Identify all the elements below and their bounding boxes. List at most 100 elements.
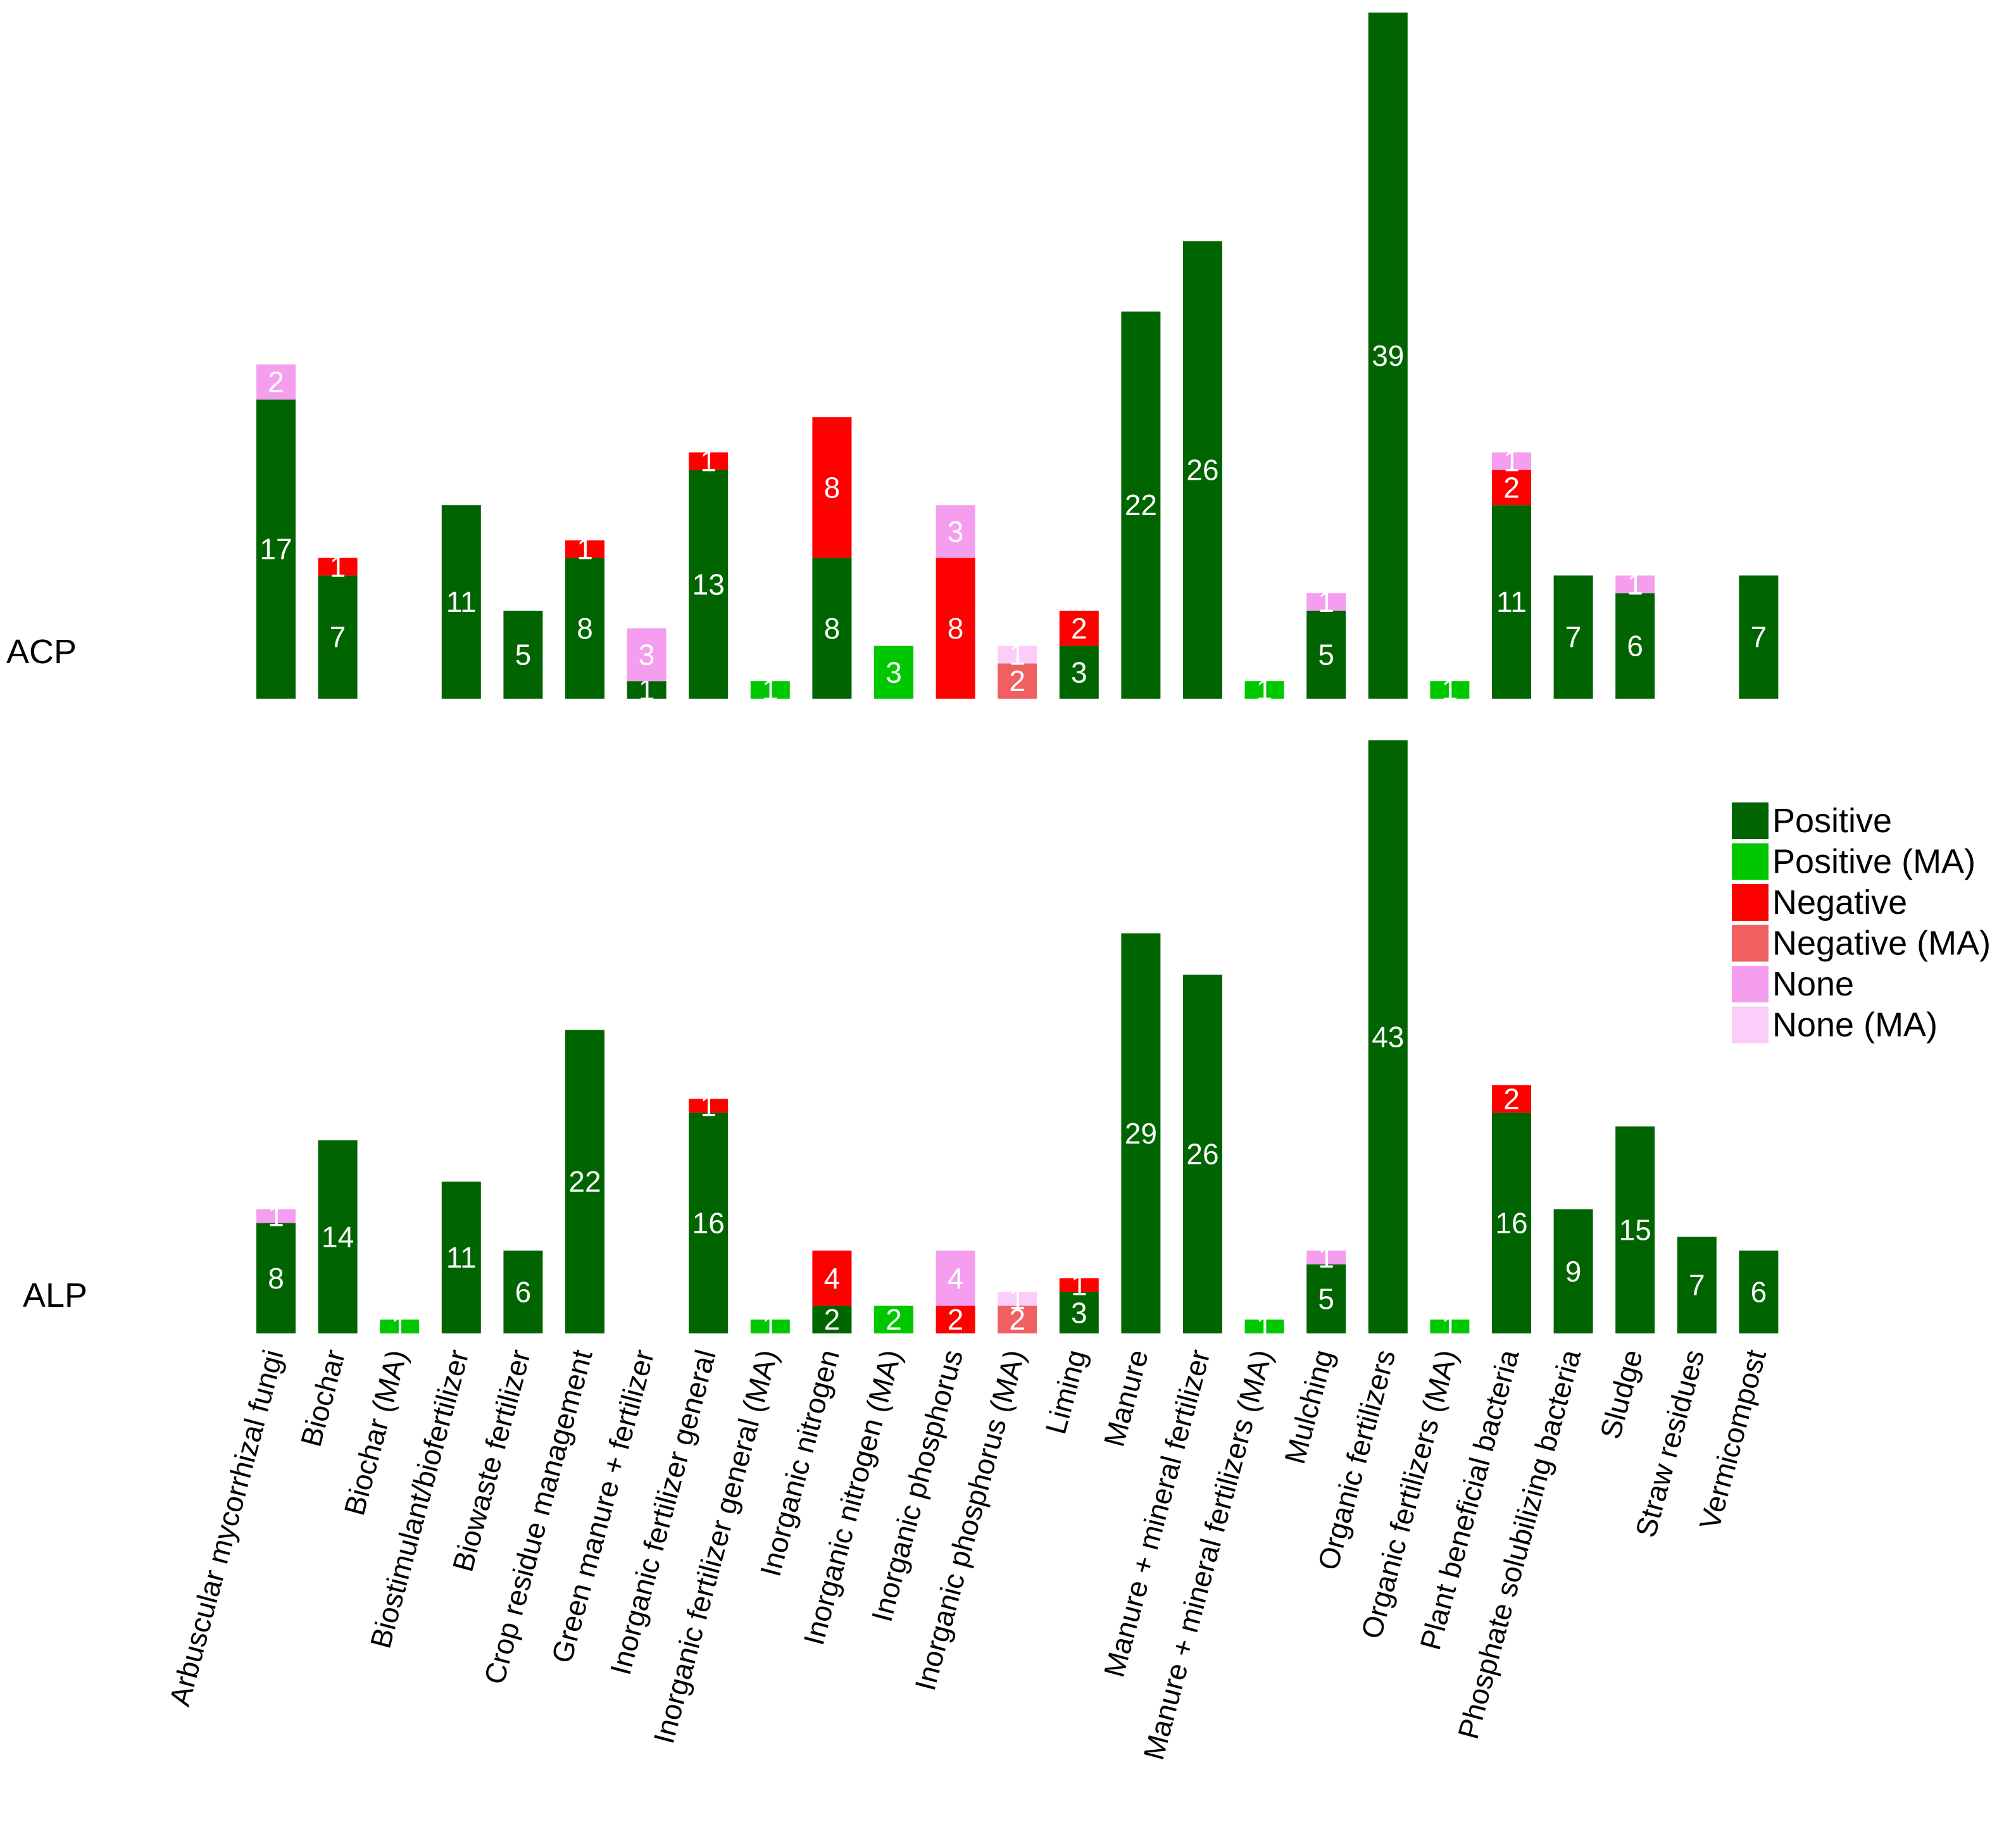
- bar-value-label: 1: [1071, 1269, 1087, 1302]
- bar-alp-plant-beneficial-bacteria-negative: [1492, 1085, 1531, 1113]
- bar-value-label: 2: [824, 1303, 841, 1336]
- bar-value-label: 1: [1256, 673, 1273, 706]
- bar-value-label: 11: [446, 585, 477, 618]
- bar-acp-inorganic-nitrogen-positive: [812, 558, 852, 699]
- bar-value-label: 1: [762, 673, 779, 706]
- bar-acp-inorganic-fertilizer-general-positive: [689, 470, 729, 699]
- bar-alp-inorganic-fertilizer-general-negative: [689, 1099, 729, 1113]
- legend-label-negative-ma: Negative (MA): [1772, 925, 1991, 963]
- legend-label-none-ma: None (MA): [1772, 1006, 1938, 1044]
- bar-value-label: 16: [692, 1207, 725, 1240]
- bar-value-label: 8: [577, 612, 593, 645]
- bar-value-label: 6: [1627, 630, 1643, 663]
- bar-value-label: 1: [1009, 1283, 1025, 1316]
- bar-value-label: 15: [1619, 1214, 1651, 1247]
- bar-acp-inorganic-nitrogen-ma-positive-ma: [874, 646, 913, 699]
- bar-value-label: 1: [700, 1089, 717, 1122]
- bar-value-label: 6: [515, 1276, 532, 1309]
- bar-value-label: 2: [886, 1303, 902, 1336]
- bar-value-label: 3: [948, 515, 964, 548]
- bar-alp-manure-positive: [1121, 933, 1161, 1333]
- bar-acp-organic-fertilizers-positive: [1368, 12, 1408, 699]
- bar-value-label: 1: [1627, 568, 1643, 601]
- bar-value-label: 8: [824, 612, 841, 645]
- bar-value-label: 17: [260, 533, 292, 566]
- bar-alp-phosphate-solubilizing-bacteria-positive: [1553, 1209, 1593, 1333]
- bar-acp-biochar-negative: [318, 558, 358, 576]
- bar-value-label: 3: [886, 656, 902, 689]
- bar-value-label: 2: [268, 366, 284, 399]
- bar-acp-liming-negative: [1059, 611, 1099, 646]
- bar-acp-inorganic-phosphorus-ma-none-ma: [998, 646, 1037, 664]
- bar-value-label: 1: [1503, 445, 1520, 478]
- bar-value-label: 1: [1318, 585, 1334, 618]
- bar-alp-biostimulant-biofertilizer-positive: [441, 1182, 481, 1333]
- bar-alp-crop-residue-management-positive: [565, 1030, 604, 1333]
- bar-value-label: 1: [1318, 1241, 1334, 1274]
- panel-acp: 1727111581131311883832132222615139111217…: [256, 12, 1779, 706]
- bar-acp-mulching-none: [1306, 593, 1346, 611]
- bar-value-label: 3: [1071, 1296, 1087, 1329]
- panel-label-acp: ACP: [6, 633, 77, 671]
- bar-acp-plant-beneficial-bacteria-positive: [1492, 505, 1531, 699]
- bar-value-label: 14: [322, 1220, 354, 1253]
- bar-value-label: 13: [692, 568, 725, 601]
- bar-alp-inorganic-phosphorus-ma-none-ma: [998, 1292, 1037, 1306]
- bar-alp-arbuscular-mycorrhizal-fungi-positive: [256, 1223, 296, 1333]
- legend-label-positive: Positive: [1772, 802, 1892, 840]
- bar-acp-manure-mineral-fertilizer-positive: [1183, 241, 1222, 699]
- bar-acp-green-manure-fertilizer-none: [627, 628, 667, 682]
- bar-acp-arbuscular-mycorrhizal-fungi-positive: [256, 399, 296, 699]
- bar-value-label: 1: [762, 1310, 779, 1343]
- bar-alp-inorganic-nitrogen-positive: [812, 1306, 852, 1333]
- legend-swatch-positive: [1732, 802, 1769, 839]
- bar-value-label: 8: [948, 612, 964, 645]
- legend-label-positive-ma: Positive (MA): [1772, 843, 1975, 881]
- bar-acp-inorganic-fertilizer-general-ma-positive-ma: [750, 681, 790, 699]
- bar-acp-biochar-positive: [318, 575, 358, 699]
- bar-value-label: 1: [330, 551, 346, 583]
- bar-value-label: 29: [1125, 1117, 1157, 1150]
- bar-alp-sludge-positive: [1615, 1126, 1655, 1333]
- bar-alp-inorganic-fertilizer-general-positive: [689, 1113, 729, 1333]
- panel-label-alp: ALP: [23, 1276, 87, 1314]
- bar-value-label: 5: [1318, 639, 1334, 671]
- bar-value-label: 2: [1503, 471, 1520, 504]
- bar-acp-plant-beneficial-bacteria-negative: [1492, 470, 1531, 506]
- bar-alp-mulching-positive: [1306, 1264, 1346, 1333]
- bar-value-label: 2: [1071, 612, 1087, 645]
- legend-swatch-positive-ma: [1732, 843, 1769, 880]
- bar-alp-liming-positive: [1059, 1292, 1099, 1333]
- bar-alp-inorganic-phosphorus-ma-negative-ma: [998, 1306, 1037, 1333]
- legend-label-none: None: [1772, 965, 1854, 1003]
- bar-acp-mulching-positive: [1306, 611, 1346, 699]
- bar-value-label: 1: [268, 1200, 284, 1233]
- bar-acp-biostimulant-biofertilizer-positive: [441, 505, 481, 699]
- bar-alp-arbuscular-mycorrhizal-fungi-none: [256, 1209, 296, 1223]
- bar-alp-mulching-none: [1306, 1251, 1346, 1264]
- bar-value-label: 1: [700, 445, 717, 478]
- bar-alp-inorganic-phosphorus-none: [936, 1251, 975, 1306]
- bar-value-label: 4: [824, 1262, 841, 1295]
- bar-value-label: 2: [1009, 664, 1025, 697]
- bar-value-label: 1: [577, 533, 593, 566]
- bar-value-label: 26: [1186, 1138, 1218, 1171]
- legend-swatch-none-ma: [1732, 1006, 1769, 1044]
- bar-value-label: 1: [1256, 1310, 1273, 1343]
- bar-alp-biowaste-fertilizer-positive: [503, 1251, 543, 1333]
- bar-acp-phosphate-solubilizing-bacteria-positive: [1553, 575, 1593, 699]
- bar-alp-organic-fertilizers-positive: [1368, 740, 1408, 1333]
- bar-value-label: 1: [1009, 639, 1025, 671]
- bar-value-label: 11: [446, 1241, 477, 1274]
- bar-value-label: 39: [1372, 339, 1404, 372]
- bar-alp-manure-mineral-fertilizers-ma-positive-ma: [1244, 1319, 1284, 1333]
- legend-swatch-none: [1732, 966, 1769, 1002]
- bar-acp-crop-residue-management-positive: [565, 558, 604, 699]
- bar-value-label: 5: [515, 639, 532, 671]
- bar-alp-plant-beneficial-bacteria-positive: [1492, 1113, 1531, 1333]
- bar-alp-inorganic-nitrogen-negative: [812, 1251, 852, 1306]
- legend-swatch-negative: [1732, 884, 1769, 921]
- bar-value-label: 8: [268, 1262, 284, 1295]
